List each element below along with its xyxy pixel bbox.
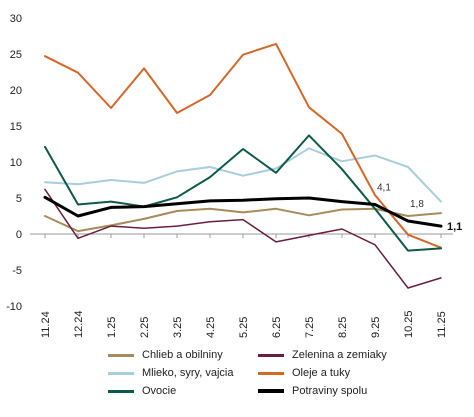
data-label: 1,1: [447, 221, 462, 233]
legend-swatch: [258, 389, 284, 393]
y-tick-label: 10: [10, 157, 22, 169]
x-tick-label: 12.24: [73, 310, 85, 338]
x-tick-label: 5.25: [238, 317, 250, 338]
legend-swatch: [108, 353, 134, 357]
legend-item-chlieb: Chlieb a obilniny: [108, 348, 258, 362]
legend-swatch: [108, 371, 134, 375]
legend: Chlieb a obilniny Zelenina a zemiaky Mli…: [108, 348, 438, 398]
legend-label: Oleje a tuky: [292, 367, 351, 379]
y-tick-label: 20: [10, 85, 22, 97]
legend-item-potraviny: Potraviny spolu: [258, 384, 438, 398]
legend-label: Mlieko, syry, vajcia: [142, 367, 234, 379]
legend-item-mlieko: Mlieko, syry, vajcia: [108, 366, 258, 380]
y-tick-label: 25: [10, 49, 22, 61]
data-label: 1,8: [410, 199, 424, 210]
series-lines: [43, 42, 443, 289]
x-tick-label: 10.25: [403, 310, 415, 338]
y-tick-label: -5: [12, 265, 22, 277]
y-axis-ticks: -10 -5 0 5 10 15 20 25 30: [6, 13, 22, 313]
x-tick-label: 9.25: [370, 317, 382, 338]
y-tick-label: 5: [16, 193, 22, 205]
y-tick-label: 30: [10, 13, 22, 25]
legend-item-oleje: Oleje a tuky: [258, 366, 438, 380]
x-axis-ticks: 11.24 12.24 1.25 2.25 3.25 4.25 5.25 6.25 7.25 8.…: [40, 234, 448, 338]
legend-swatch: [258, 371, 284, 375]
legend-label: Zelenina a zemiaky: [292, 349, 387, 361]
x-tick-label: 6.25: [271, 317, 283, 338]
x-tick-label: 7.25: [304, 317, 316, 338]
series-line-5: [43, 195, 443, 228]
x-tick-label: 11.24: [40, 311, 52, 338]
series-line-3: [44, 42, 442, 249]
y-tick-label: 0: [16, 229, 22, 241]
x-tick-label: 11.25: [436, 311, 448, 338]
legend-swatch: [108, 389, 134, 393]
x-tick-label: 4.25: [205, 317, 217, 338]
legend-label: Chlieb a obilniny: [142, 349, 223, 361]
legend-item-ovocie: Ovocie: [108, 384, 258, 398]
y-tick-label: -10: [6, 301, 22, 313]
y-tick-label: 15: [10, 121, 22, 133]
series-line-4: [44, 134, 442, 252]
x-tick-label: 1.25: [106, 317, 118, 338]
legend-item-zelenina: Zelenina a zemiaky: [258, 348, 438, 362]
legend-label: Ovocie: [142, 385, 177, 397]
data-annotations: 4,1 1,8 1,1: [377, 182, 462, 233]
legend-label: Potraviny spolu: [292, 385, 368, 397]
x-tick-label: 2.25: [139, 317, 151, 338]
series-line-1: [44, 188, 442, 289]
x-tick-label: 8.25: [337, 317, 349, 338]
legend-swatch: [258, 353, 284, 357]
series-line-2: [44, 147, 442, 203]
data-label: 4,1: [377, 182, 391, 193]
x-tick-label: 3.25: [172, 317, 184, 338]
